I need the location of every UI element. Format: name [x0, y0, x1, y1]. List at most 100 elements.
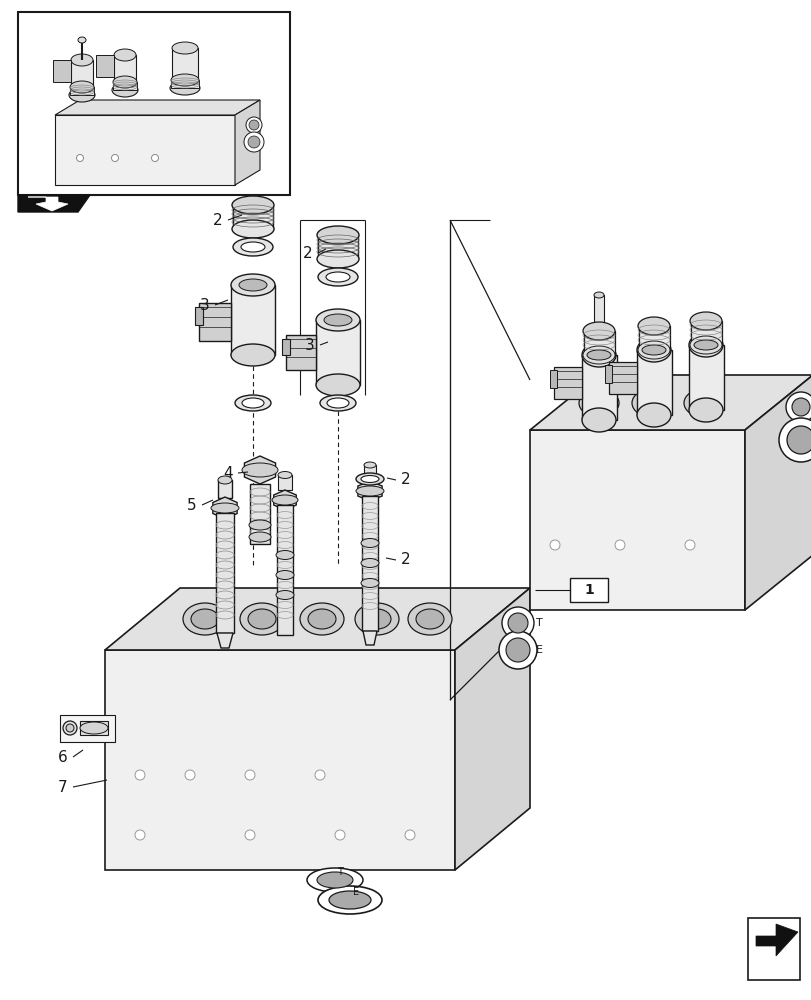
Bar — [216, 513, 234, 633]
Circle shape — [243, 132, 264, 152]
Bar — [581, 355, 616, 420]
Circle shape — [66, 724, 74, 732]
Ellipse shape — [234, 395, 271, 411]
Bar — [638, 326, 669, 350]
Polygon shape — [217, 633, 233, 648]
Ellipse shape — [631, 389, 672, 417]
Bar — [608, 362, 636, 394]
Bar — [277, 475, 292, 490]
Ellipse shape — [316, 250, 358, 268]
Ellipse shape — [320, 395, 355, 411]
Circle shape — [63, 721, 77, 735]
Bar — [96, 55, 114, 77]
Ellipse shape — [693, 340, 717, 350]
Bar — [594, 295, 603, 355]
Polygon shape — [363, 631, 376, 645]
Ellipse shape — [582, 322, 614, 340]
Ellipse shape — [114, 84, 135, 96]
Ellipse shape — [232, 196, 273, 214]
Ellipse shape — [586, 394, 611, 412]
Bar — [113, 82, 137, 90]
Ellipse shape — [363, 609, 391, 629]
Bar — [636, 350, 672, 415]
Circle shape — [246, 117, 262, 133]
Ellipse shape — [316, 226, 358, 244]
Ellipse shape — [689, 336, 721, 354]
Ellipse shape — [315, 309, 359, 331]
Bar — [172, 48, 198, 88]
Ellipse shape — [689, 333, 722, 357]
Ellipse shape — [299, 603, 344, 635]
Ellipse shape — [325, 272, 350, 282]
Bar — [171, 80, 199, 88]
Ellipse shape — [307, 868, 363, 892]
Ellipse shape — [112, 83, 138, 97]
Ellipse shape — [169, 81, 200, 95]
Polygon shape — [755, 924, 797, 956]
Ellipse shape — [277, 472, 292, 479]
Polygon shape — [744, 375, 811, 610]
Ellipse shape — [690, 394, 716, 412]
Polygon shape — [105, 588, 530, 650]
Text: T: T — [337, 867, 342, 877]
Polygon shape — [530, 375, 811, 430]
Circle shape — [778, 418, 811, 462]
Bar — [583, 331, 614, 355]
Ellipse shape — [276, 590, 294, 599]
Bar — [250, 484, 270, 544]
Text: 2: 2 — [401, 552, 410, 568]
Ellipse shape — [683, 389, 723, 417]
Text: 2: 2 — [401, 473, 410, 488]
Ellipse shape — [407, 603, 452, 635]
Polygon shape — [55, 100, 260, 115]
Ellipse shape — [114, 49, 135, 61]
Ellipse shape — [361, 476, 379, 483]
Text: 3: 3 — [305, 338, 315, 353]
Circle shape — [785, 392, 811, 422]
Ellipse shape — [242, 398, 264, 408]
Bar — [71, 60, 93, 95]
Ellipse shape — [276, 550, 294, 560]
Polygon shape — [55, 115, 234, 185]
Circle shape — [76, 155, 84, 162]
Ellipse shape — [594, 292, 603, 298]
Text: 2: 2 — [213, 213, 222, 228]
Circle shape — [315, 770, 324, 780]
Circle shape — [245, 830, 255, 840]
Ellipse shape — [578, 389, 618, 417]
Bar — [230, 285, 275, 355]
Bar — [199, 303, 230, 341]
Polygon shape — [105, 650, 454, 870]
Ellipse shape — [238, 279, 267, 291]
Ellipse shape — [276, 570, 294, 580]
Ellipse shape — [78, 37, 86, 43]
Ellipse shape — [361, 538, 379, 548]
Ellipse shape — [361, 578, 379, 587]
Ellipse shape — [415, 609, 444, 629]
Text: 3: 3 — [200, 298, 209, 312]
Circle shape — [786, 426, 811, 454]
Circle shape — [152, 155, 158, 162]
Polygon shape — [18, 195, 90, 212]
Circle shape — [111, 155, 118, 162]
Ellipse shape — [363, 462, 375, 468]
Bar — [217, 480, 232, 498]
Polygon shape — [273, 490, 296, 510]
Polygon shape — [530, 430, 744, 610]
Ellipse shape — [637, 341, 669, 359]
Circle shape — [247, 136, 260, 148]
Text: E: E — [535, 645, 543, 655]
Ellipse shape — [191, 609, 219, 629]
Ellipse shape — [355, 486, 384, 496]
Ellipse shape — [230, 274, 275, 296]
Polygon shape — [60, 715, 115, 742]
Ellipse shape — [354, 603, 398, 635]
Bar — [114, 55, 135, 90]
Ellipse shape — [230, 344, 275, 366]
Ellipse shape — [307, 609, 336, 629]
Circle shape — [508, 613, 527, 633]
Ellipse shape — [70, 81, 94, 93]
Polygon shape — [454, 588, 530, 870]
Ellipse shape — [211, 503, 238, 513]
Ellipse shape — [249, 520, 271, 530]
